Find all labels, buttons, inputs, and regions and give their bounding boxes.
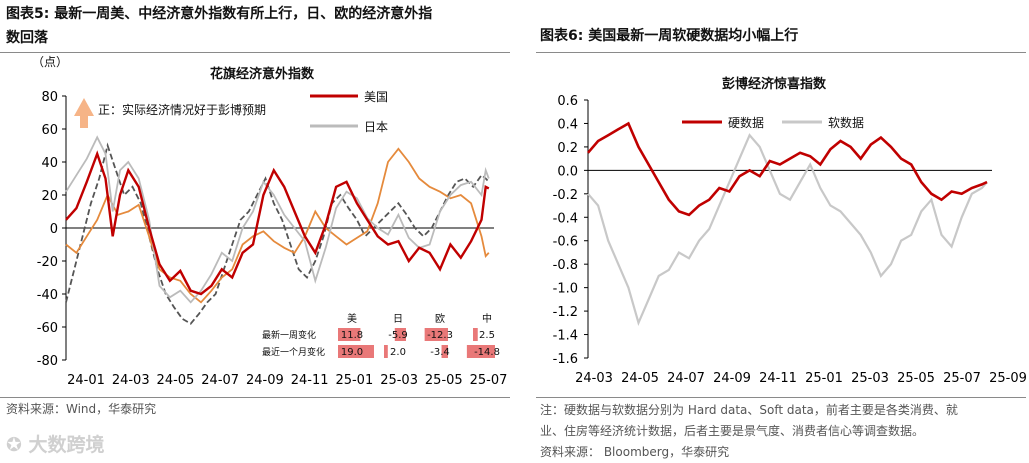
left-x-tick-label: 24-11 [291,373,329,388]
left-x-tick-label: 24-03 [112,373,150,388]
right-x-tick-label: 24-03 [575,371,613,386]
right-y-tick-label: 0.4 [557,117,578,132]
chart-left-title-line2: 数回落 [6,30,48,46]
right-y-tick-label: -0.6 [553,235,578,250]
watermark: ✪ 大数跨境 [6,430,105,457]
left-y-tick-label: -60 [37,321,58,336]
left-x-tick-label: 24-01 [67,373,105,388]
table-value: 11.8 [341,330,363,341]
right-series-1 [587,133,988,327]
right-legend-label: 软数据 [828,115,864,130]
left-y-tick-label: 20 [41,189,58,204]
right-y-tick-label: -1.6 [553,352,578,367]
right-note-line2: 业、住房等经济统计数据，后者主要是景气度、消费者信心等调查数据。 [540,424,925,438]
left-title-rule [0,52,510,53]
table-row-label: 最近一个月变化 [262,346,325,358]
right-x-tick-label: 25-03 [851,371,889,386]
left-source: 资料来源：Wind，华泰研究 [6,402,157,416]
right-x-tick-label: 25-07 [943,371,981,386]
left-annotation: 正：实际经济情况好于彭博预期 [98,102,266,117]
table-value: 2.5 [479,330,495,341]
left-x-tick-label: 24-05 [157,373,195,388]
right-x-tick-label: 24-07 [667,371,705,386]
left-y-tick-label: 80 [41,90,58,105]
right-notes: 注：硬数据与软数据分别为 Hard data、Soft data，前者主要是各类… [540,400,1026,463]
table-heat-cell [338,345,374,358]
up-arrow-icon [74,98,94,128]
table-header: 美 [347,312,357,325]
left-chart-title: 花旗经济意外指数 [210,66,315,82]
left-footer-rule [0,397,510,398]
table-value: 19.0 [341,347,363,358]
left-chart: -80 -60 -40 -20 0 20 40 60 80 （点） 花旗经济意外指数 24-01 24-… [32,55,508,388]
right-x-tick-label: 25-09 [989,371,1027,386]
right-y-tick-label: 0.2 [557,141,578,156]
left-x-tick-label: 25-05 [425,373,463,388]
right-title-rule [536,52,1026,53]
right-y-tick-label: -0.2 [553,188,578,203]
table-value: 2.0 [390,347,406,358]
left-y-tick-label: 40 [41,156,58,171]
chart-left-title: 图表5: 最新一周美、中经济意外指数有所上行，日、欧的经济意外指 数回落 [6,2,511,50]
right-y-tick-label: -1.0 [553,282,578,297]
watermark-logo-icon: ✪ [6,434,29,456]
right-x-tick-label: 24-09 [713,371,751,386]
right-legend-label: 硬数据 [728,115,764,130]
left-y-tick-label: -20 [37,255,58,270]
right-x-tick-label: 25-05 [897,371,935,386]
table-row-label: 最新一周变化 [262,329,316,341]
table-heat-cell [424,328,448,341]
table-value: -3.4 [430,347,450,358]
right-y-tick-label: -0.8 [553,258,578,273]
right-x-tick-label: 25-01 [805,371,843,386]
table-heat-cell [466,345,495,358]
right-source: 资料来源： Bloomberg，华泰研究 [540,445,730,459]
left-y-tick-label: -40 [37,288,58,303]
right-series-0 [587,121,988,217]
right-y-tick-label: -1.4 [553,329,578,344]
left-series-2 [65,147,490,304]
left-series-3 [65,142,490,325]
right-x-tick-label: 24-11 [759,371,797,386]
table-heat-cell [473,328,478,341]
table-value: -5.9 [388,330,408,341]
right-note-line1: 注：硬数据与软数据分别为 Hard data、Soft data，前者主要是各类… [540,403,958,417]
left-x-tick-label: 24-09 [246,373,284,388]
chart-left-title-line1: 图表5: 最新一周美、中经济意外指数有所上行，日、欧的经济意外指 [6,6,433,22]
table-value: -14.8 [474,347,500,358]
right-y-tick-label: 0.6 [557,94,578,109]
left-x-tick-label: 25-03 [380,373,418,388]
right-y-tick-label: -0.4 [553,211,578,226]
left-x-tick-label: 25-07 [470,373,508,388]
right-y-tick-label: 0.0 [557,164,578,179]
table-value: -12.3 [427,330,453,341]
left-y-unit-label: （点） [32,55,68,69]
left-x-tick-label: 25-01 [335,373,373,388]
right-y-tick-label: -1.2 [553,305,578,320]
right-x-tick-label: 24-05 [621,371,659,386]
table-heat-cell [394,328,406,341]
left-legend-label: 日本 [364,120,388,134]
table-heat-cell [384,345,388,358]
right-chart: -1.6 -1.4 -1.2 -1.0 -0.8 -0.6 -0.4 -0.2 0.0 0.2 0.… [553,76,1027,386]
table-heat-cell [338,328,361,341]
watermark-text: 大数跨境 [28,434,105,456]
table-header: 中 [482,312,492,325]
left-legend-label: 美国 [364,90,388,104]
left-y-tick-label: 60 [41,123,58,138]
table-header: 欧 [435,313,445,325]
left-x-tick-label: 24-07 [201,373,239,388]
left-series-0 [65,150,490,296]
right-chart-title: 彭博经济惊喜指数 [722,76,827,92]
left-y-tick-label: 0 [50,222,58,237]
table-header: 日 [393,314,403,325]
right-footer-rule [536,397,1026,398]
left-y-tick-label: -80 [37,354,58,369]
table-heat-cell [441,345,448,358]
left-series-1 [65,135,490,304]
chart-right-title: 图表6: 美国最新一周软硬数据均小幅上行 [540,28,799,44]
